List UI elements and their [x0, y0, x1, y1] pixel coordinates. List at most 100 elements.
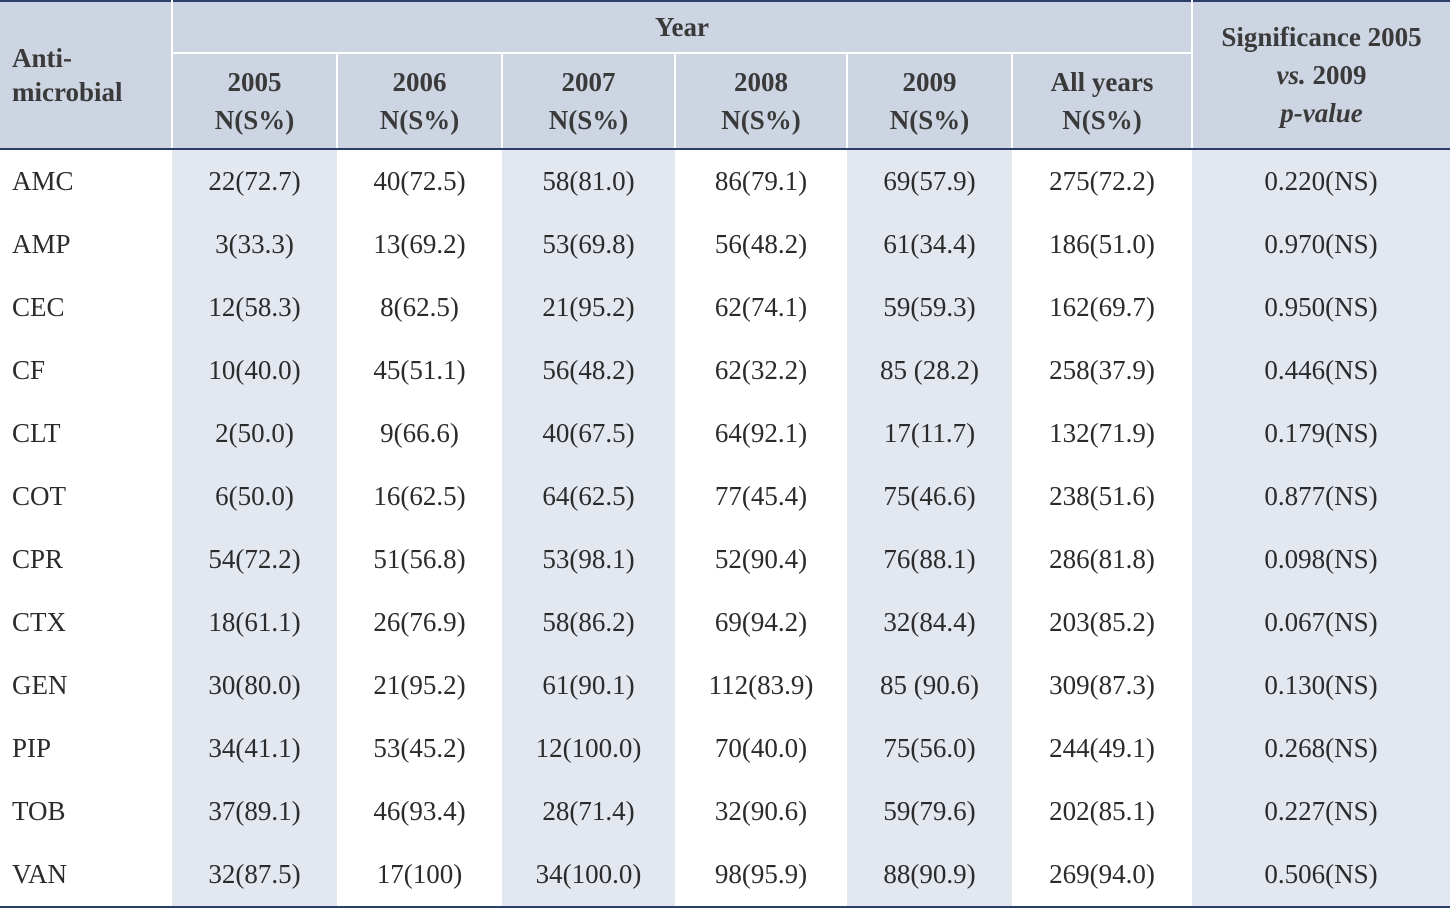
table-cell: 17(100) [337, 843, 502, 908]
table-row: CEC 12(58.3) 8(62.5) 21(95.2) 62(74.1) 59(59.… [0, 276, 1450, 339]
year-label: 2005 [227, 67, 282, 97]
table-cell: 30(80.0) [172, 654, 337, 717]
p-value-cell: 0.098(NS) [1192, 528, 1450, 591]
year-label: 2007 [561, 67, 616, 97]
table-cell: 258(37.9) [1049, 355, 1155, 385]
table-cell: 9(66.6) [380, 418, 459, 448]
table-cell: 12(100.0) [502, 717, 675, 780]
table-cell: 10(40.0) [172, 339, 337, 402]
table-cell: 309(87.3) [1049, 670, 1155, 700]
table-cell: 75(56.0) [847, 717, 1012, 780]
p-value-cell: 0.179(NS) [1192, 402, 1450, 465]
table-body: AMC 22(72.7) 40(72.5) 58(81.0) 86(79.1) 69(57… [0, 149, 1450, 908]
antimicrobial-name: PIP [12, 733, 52, 763]
year-header-2007: 2007 N(S%) [502, 53, 676, 150]
table-cell: 238(51.6) [1049, 481, 1155, 511]
table-cell: 69(94.2) [714, 607, 808, 637]
table-cell: 275(72.2) [1049, 166, 1155, 196]
table-row: VAN 32(87.5) 17(100) 34(100.0) 98(95.9) 88(90… [0, 843, 1450, 908]
table-cell: 18(61.1) [172, 591, 337, 654]
antimicrobial-column-header: Anti- microbial [0, 1, 173, 150]
row-label-line2: microbial [12, 77, 123, 107]
year-header-2009: 2009 N(S%) [847, 53, 1013, 150]
table-cell: 76(88.1) [847, 528, 1012, 591]
table-cell: 21(95.2) [373, 670, 466, 700]
table-cell: 69(57.9) [847, 149, 1012, 213]
table-cell: 132(71.9) [1049, 418, 1155, 448]
year-unit: N(S%) [721, 105, 801, 135]
table-cell: 3(33.3) [172, 213, 337, 276]
table-cell: 64(92.1) [714, 418, 808, 448]
antimicrobial-name: CTX [12, 607, 66, 637]
p-value-cell: 0.446(NS) [1192, 339, 1450, 402]
table-cell: 244(49.1) [1049, 733, 1155, 763]
table-cell: 186(51.0) [1049, 229, 1155, 259]
header-row-2: 2005 N(S%) 2006 N(S%) 2007 N(S%) 2008 N(… [0, 53, 1450, 150]
table-cell: 203(85.2) [1049, 607, 1155, 637]
table-row: CTX 18(61.1) 26(76.9) 58(86.2) 69(94.2) 32(84… [0, 591, 1450, 654]
table-row: PIP 34(41.1) 53(45.2) 12(100.0) 70(40.0) 75(5… [0, 717, 1450, 780]
table-cell: 62(32.2) [714, 355, 808, 385]
table-cell: 202(85.1) [1049, 796, 1155, 826]
p-value-cell: 0.950(NS) [1192, 276, 1450, 339]
antimicrobial-name: CEC [12, 292, 65, 322]
table-cell: 37(89.1) [172, 780, 337, 843]
table-cell: 40(72.5) [373, 166, 466, 196]
antimicrobial-name: CPR [12, 544, 64, 574]
table-cell: 56(48.2) [714, 229, 808, 259]
table-cell: 17(11.7) [847, 402, 1012, 465]
table-cell: 98(95.9) [675, 843, 847, 908]
table-header: Anti- microbial Year Significance 2005 v… [0, 1, 1450, 150]
table-cell: 62(74.1) [714, 292, 808, 322]
table-cell: 12(58.3) [172, 276, 337, 339]
table-cell: 85 (90.6) [847, 654, 1012, 717]
year-label: 2009 [902, 67, 957, 97]
sig-line3: p-value [1280, 98, 1363, 128]
year-header-all-years: All years N(S%) [1012, 53, 1193, 150]
table-cell: 58(86.2) [502, 591, 675, 654]
table-cell: 88(90.9) [847, 843, 1012, 908]
table-cell: 32(84.4) [847, 591, 1012, 654]
antimicrobial-name: CLT [12, 418, 61, 448]
table-row: CLT 2(50.0) 9(66.6) 40(67.5) 64(92.1) 17(11.7… [0, 402, 1450, 465]
table-cell: 32(87.5) [172, 843, 337, 908]
table-row: AMP 3(33.3) 13(69.2) 53(69.8) 56(48.2) 61(34.… [0, 213, 1450, 276]
table-row: CPR 54(72.2) 51(56.8) 53(98.1) 52(90.4) 76(88… [0, 528, 1450, 591]
year-header-2005: 2005 N(S%) [172, 53, 338, 150]
antimicrobial-name: VAN [0, 843, 172, 908]
sig-vs: vs. [1276, 60, 1306, 90]
table-cell: 52(90.4) [714, 544, 808, 574]
table-cell: 59(79.6) [847, 780, 1012, 843]
table-cell: 112(83.9) [708, 670, 814, 700]
antimicrobial-name: COT [12, 481, 66, 511]
table-cell: 75(46.6) [847, 465, 1012, 528]
row-label-line1: Anti- [12, 43, 72, 73]
table-cell: 61(90.1) [502, 654, 675, 717]
table-cell: 162(69.7) [1049, 292, 1155, 322]
year-label: All years [1050, 67, 1154, 97]
table-cell: 269(94.0) [1012, 843, 1193, 908]
table-cell: 59(59.3) [847, 276, 1012, 339]
year-group-header: Year [172, 1, 1193, 54]
sig-line1: Significance 2005 [1221, 22, 1422, 52]
antimicrobial-name: AMP [12, 229, 71, 259]
significance-column-header: Significance 2005 vs. 2009 p-value [1191, 1, 1450, 150]
table-cell: 40(67.5) [502, 402, 675, 465]
p-value-cell: 0.970(NS) [1192, 213, 1450, 276]
table-cell: 22(72.7) [172, 149, 337, 213]
p-value-cell: 0.220(NS) [1192, 149, 1450, 213]
year-label: 2008 [734, 67, 788, 97]
year-header-2006: 2006 N(S%) [337, 53, 503, 150]
year-unit: N(S%) [548, 105, 629, 135]
table-cell: 53(69.8) [502, 213, 675, 276]
year-unit: N(S%) [1062, 105, 1142, 135]
p-value-cell: 0.067(NS) [1192, 591, 1450, 654]
year-unit: N(S%) [379, 105, 460, 135]
table-cell: 32(90.6) [714, 796, 808, 826]
antimicrobial-name: TOB [12, 796, 66, 826]
table-cell: 16(62.5) [373, 481, 466, 511]
table-cell: 56(48.2) [502, 339, 675, 402]
table-cell: 8(62.5) [380, 292, 459, 322]
table-row: CF 10(40.0) 45(51.1) 56(48.2) 62(32.2) 85 (28… [0, 339, 1450, 402]
table-cell: 53(45.2) [373, 733, 466, 763]
